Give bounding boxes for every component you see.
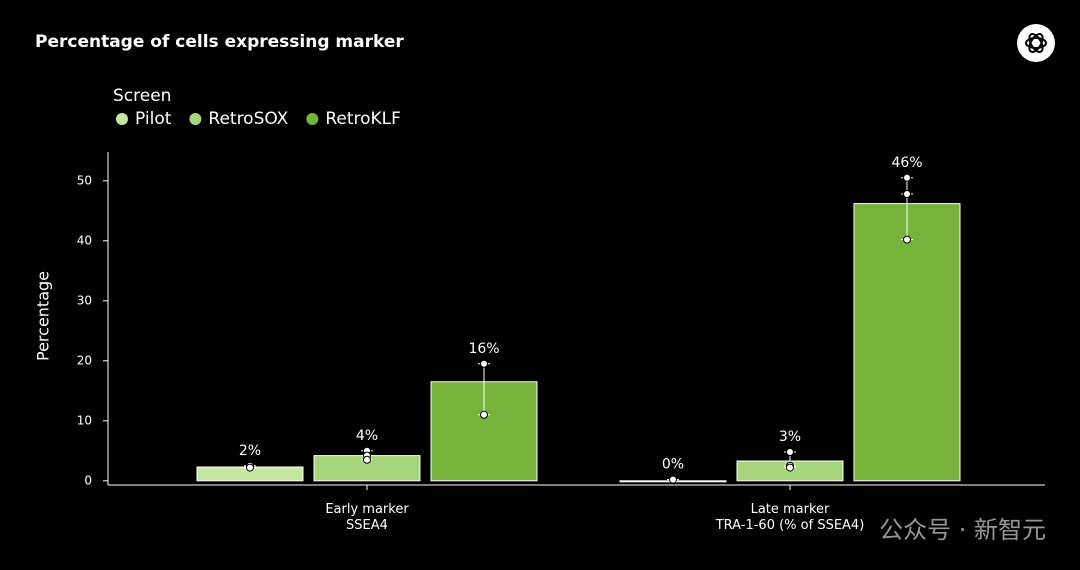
legend-swatch — [189, 113, 202, 125]
x-tick-label: Early marker SSEA4 — [325, 502, 409, 533]
watermark: 公众号 · 新智元 — [879, 516, 1046, 544]
replicate-point — [246, 463, 254, 472]
x-tick-label: Late marker TRA-1-60 (% of SSEA4) — [715, 502, 865, 533]
y-tick-label: 0 — [84, 473, 92, 487]
value-label: 2% — [239, 443, 261, 459]
y-tick-label: 50 — [77, 173, 92, 187]
legend-swatch — [306, 113, 319, 125]
legend-label: RetroSOX — [208, 109, 288, 129]
replicate-point — [480, 410, 488, 419]
legend-title: Screen — [113, 86, 171, 106]
value-label: 46% — [891, 155, 922, 171]
y-tick-label: 40 — [77, 233, 92, 247]
y-axis-label: Percentage — [34, 271, 53, 361]
legend-label: RetroKLF — [325, 109, 401, 129]
chart-title: Percentage of cells expressing marker — [35, 32, 404, 52]
legend-label: Pilot — [135, 109, 172, 129]
replicate-point — [903, 190, 911, 198]
replicate-point — [669, 475, 677, 484]
logo — [1017, 24, 1055, 62]
y-tick-label: 20 — [77, 353, 92, 367]
value-label: 0% — [662, 457, 684, 473]
value-label: 16% — [468, 341, 499, 357]
replicate-point — [786, 463, 794, 472]
replicate-point — [480, 359, 488, 368]
replicate-point — [363, 455, 371, 464]
value-label: 4% — [356, 428, 378, 444]
replicate-point — [786, 448, 794, 456]
replicate-point — [903, 173, 911, 182]
legend-swatch — [116, 113, 128, 125]
y-tick-label: 30 — [77, 293, 92, 307]
replicate-point — [903, 235, 911, 244]
y-tick-label: 10 — [77, 413, 92, 427]
bar — [853, 203, 961, 482]
value-label: 3% — [779, 429, 801, 445]
